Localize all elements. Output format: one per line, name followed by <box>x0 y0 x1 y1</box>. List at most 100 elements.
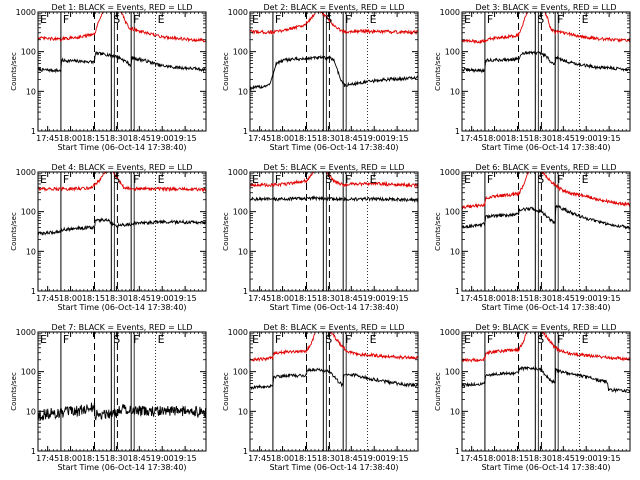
series-line-lld <box>38 172 206 193</box>
y-axis-label: Counts/sec <box>222 372 230 411</box>
series-line-events <box>38 217 206 237</box>
x-tick-label: 18:30 <box>105 294 128 303</box>
y-tick-label: 1000 <box>228 8 248 17</box>
y-tick-label: 10 <box>26 87 36 96</box>
series-line-lld <box>462 12 630 45</box>
segment-marker-label: F <box>487 13 493 26</box>
x-tick-label: 17:45 <box>248 454 271 463</box>
x-tick-label: 19:00 <box>575 454 598 463</box>
plot-area <box>38 332 206 451</box>
x-tick-label: 18:00 <box>59 294 82 303</box>
chart-title: Det 3: BLACK = Events, RED = LLD <box>476 3 617 12</box>
x-tick-label: 18:00 <box>271 134 294 143</box>
y-tick-label: 10 <box>450 407 460 416</box>
x-tick-label: 18:45 <box>552 134 575 143</box>
x-tick-label: 18:00 <box>483 454 506 463</box>
series-line-lld <box>462 172 630 210</box>
x-tick-label: 18:30 <box>105 134 128 143</box>
segment-marker-label: F <box>345 173 351 186</box>
y-tick-label: 1000 <box>16 8 36 17</box>
segment-marker-label: S <box>325 13 332 26</box>
segment-marker-label: E <box>158 173 165 186</box>
series-line-lld <box>250 172 418 189</box>
x-tick-label: 19:15 <box>174 134 197 143</box>
x-tick-label: 18:15 <box>294 294 317 303</box>
segment-marker-label: E <box>158 13 165 26</box>
segment-marker-label: F <box>345 13 351 26</box>
x-tick-label: 18:15 <box>294 454 317 463</box>
plot-area <box>250 12 418 131</box>
chart-title: Det 7: BLACK = Events, RED = LLD <box>52 323 193 332</box>
x-axis-label: Start Time (06-Oct-14 17:38:40) <box>57 303 186 312</box>
y-tick-label: 10 <box>26 247 36 256</box>
x-tick-label: 18:15 <box>294 134 317 143</box>
segment-marker-label: S <box>113 173 120 186</box>
plot-area <box>462 12 630 131</box>
x-tick-label: 19:15 <box>174 454 197 463</box>
segment-marker-label: F <box>63 333 69 346</box>
plot-frame <box>461 171 631 292</box>
x-tick-label: 18:30 <box>529 454 552 463</box>
chart-title: Det 1: BLACK = Events, RED = LLD <box>52 3 193 12</box>
series-line-lld <box>250 12 418 36</box>
segment-marker-label: E <box>40 13 47 26</box>
segment-marker-label: S <box>113 13 120 26</box>
x-tick-label: 18:45 <box>128 294 151 303</box>
x-tick-label: 18:45 <box>128 134 151 143</box>
x-tick-label: 19:00 <box>151 294 174 303</box>
x-axis-label: Start Time (06-Oct-14 17:38:40) <box>481 143 610 152</box>
segment-marker-label: F <box>133 13 139 26</box>
x-tick-label: 18:45 <box>552 294 575 303</box>
chart-title: Det 2: BLACK = Events, RED = LLD <box>264 3 405 12</box>
y-tick-label: 10 <box>450 247 460 256</box>
x-tick-label: 18:30 <box>317 454 340 463</box>
x-axis-label: Start Time (06-Oct-14 17:38:40) <box>481 463 610 472</box>
y-tick-label: 10 <box>238 87 248 96</box>
x-tick-label: 17:45 <box>36 454 59 463</box>
series-line-events <box>250 195 418 203</box>
segment-marker-label: E <box>370 13 377 26</box>
chart-title: Det 4: BLACK = Events, RED = LLD <box>52 163 193 172</box>
x-tick-label: 19:15 <box>598 294 621 303</box>
plot-frame <box>37 331 207 452</box>
y-tick-label: 1 <box>243 127 248 136</box>
y-axis-label: Counts/sec <box>434 372 442 411</box>
y-tick-label: 1 <box>31 447 36 456</box>
segment-marker-label: E <box>158 333 165 346</box>
x-tick-label: 18:00 <box>483 294 506 303</box>
y-tick-label: 100 <box>233 368 248 377</box>
x-tick-label: 18:30 <box>105 454 128 463</box>
segment-marker-label: E <box>40 173 47 186</box>
plot-area <box>250 172 418 291</box>
segment-marker-label: F <box>487 173 493 186</box>
x-tick-label: 17:45 <box>460 294 483 303</box>
x-tick-label: 19:15 <box>386 454 409 463</box>
segment-marker-label: E <box>582 333 589 346</box>
series-line-lld <box>462 332 630 363</box>
segment-marker-label: S <box>537 333 544 346</box>
x-tick-label: 18:30 <box>529 294 552 303</box>
segment-marker-label: S <box>537 13 544 26</box>
plot-area <box>38 172 206 291</box>
y-axis-label: Counts/sec <box>222 52 230 91</box>
segment-marker-label: F <box>63 173 69 186</box>
x-axis-label: Start Time (06-Oct-14 17:38:40) <box>57 463 186 472</box>
plot-frame <box>461 331 631 452</box>
segment-marker-label: S <box>325 173 332 186</box>
x-tick-label: 18:45 <box>340 294 363 303</box>
chart-title: Det 9: BLACK = Events, RED = LLD <box>476 323 617 332</box>
segment-marker-label: E <box>582 13 589 26</box>
segment-marker-label: E <box>40 333 47 346</box>
x-tick-label: 17:45 <box>460 454 483 463</box>
x-tick-label: 18:15 <box>82 294 105 303</box>
plot-area <box>250 332 418 451</box>
x-tick-label: 18:15 <box>82 454 105 463</box>
x-tick-label: 18:45 <box>552 454 575 463</box>
x-axis-label: Start Time (06-Oct-14 17:38:40) <box>269 303 398 312</box>
segment-marker-label: E <box>252 13 259 26</box>
